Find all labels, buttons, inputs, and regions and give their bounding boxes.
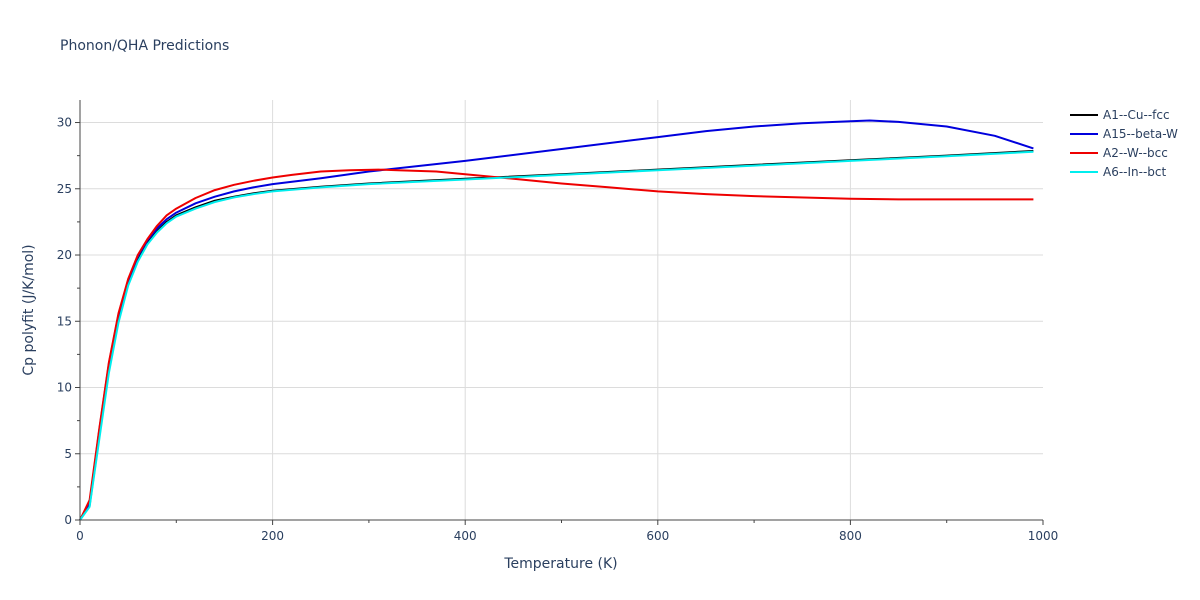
x-tick-label: 600 [646, 529, 669, 543]
y-tick-label: 20 [57, 248, 72, 262]
y-tick-label: 10 [57, 381, 72, 395]
legend-label: A15--beta-W [1103, 127, 1178, 141]
grid [80, 100, 1043, 520]
legend[interactable]: A1--Cu--fcc A15--beta-W A2--W--bcc A6--In--… [1070, 108, 1178, 179]
y-tick-label: 0 [64, 513, 72, 527]
legend-item[interactable]: A15--beta-W [1070, 127, 1178, 141]
y-tick-label: 30 [57, 116, 72, 130]
legend-item[interactable]: A2--W--bcc [1070, 146, 1168, 160]
legend-item[interactable]: A6--In--bct [1070, 165, 1167, 179]
x-tick-label: 200 [261, 529, 284, 543]
legend-label: A6--In--bct [1103, 165, 1167, 179]
y-axis-title: Cp polyfit (J/K/mol) [21, 244, 37, 375]
x-tick-label: 400 [454, 529, 477, 543]
y-tick-label: 5 [64, 447, 72, 461]
legend-item[interactable]: A1--Cu--fcc [1070, 108, 1170, 122]
legend-label: A2--W--bcc [1103, 146, 1168, 160]
series-lines [79, 119, 1034, 521]
y-tick-label: 25 [57, 182, 72, 196]
chart-title: Phonon/QHA Predictions [60, 38, 229, 54]
series-line-a1-cu-fcc[interactable] [79, 150, 1034, 521]
series-line-a15-beta-w[interactable] [79, 119, 1034, 521]
y-tick-label: 15 [57, 314, 72, 328]
series-line-a2-w-bcc[interactable] [79, 168, 1034, 521]
axes: 0 5 10 15 20 25 30 0 200 400 600 800 1000 [57, 100, 1059, 543]
legend-label: A1--Cu--fcc [1103, 108, 1170, 122]
x-tick-label: 1000 [1028, 529, 1059, 543]
x-tick-label: 800 [839, 529, 862, 543]
series-line-a6-in-bct[interactable] [79, 150, 1034, 521]
x-tick-label: 0 [76, 529, 84, 543]
x-axis-title: Temperature (K) [503, 556, 617, 572]
